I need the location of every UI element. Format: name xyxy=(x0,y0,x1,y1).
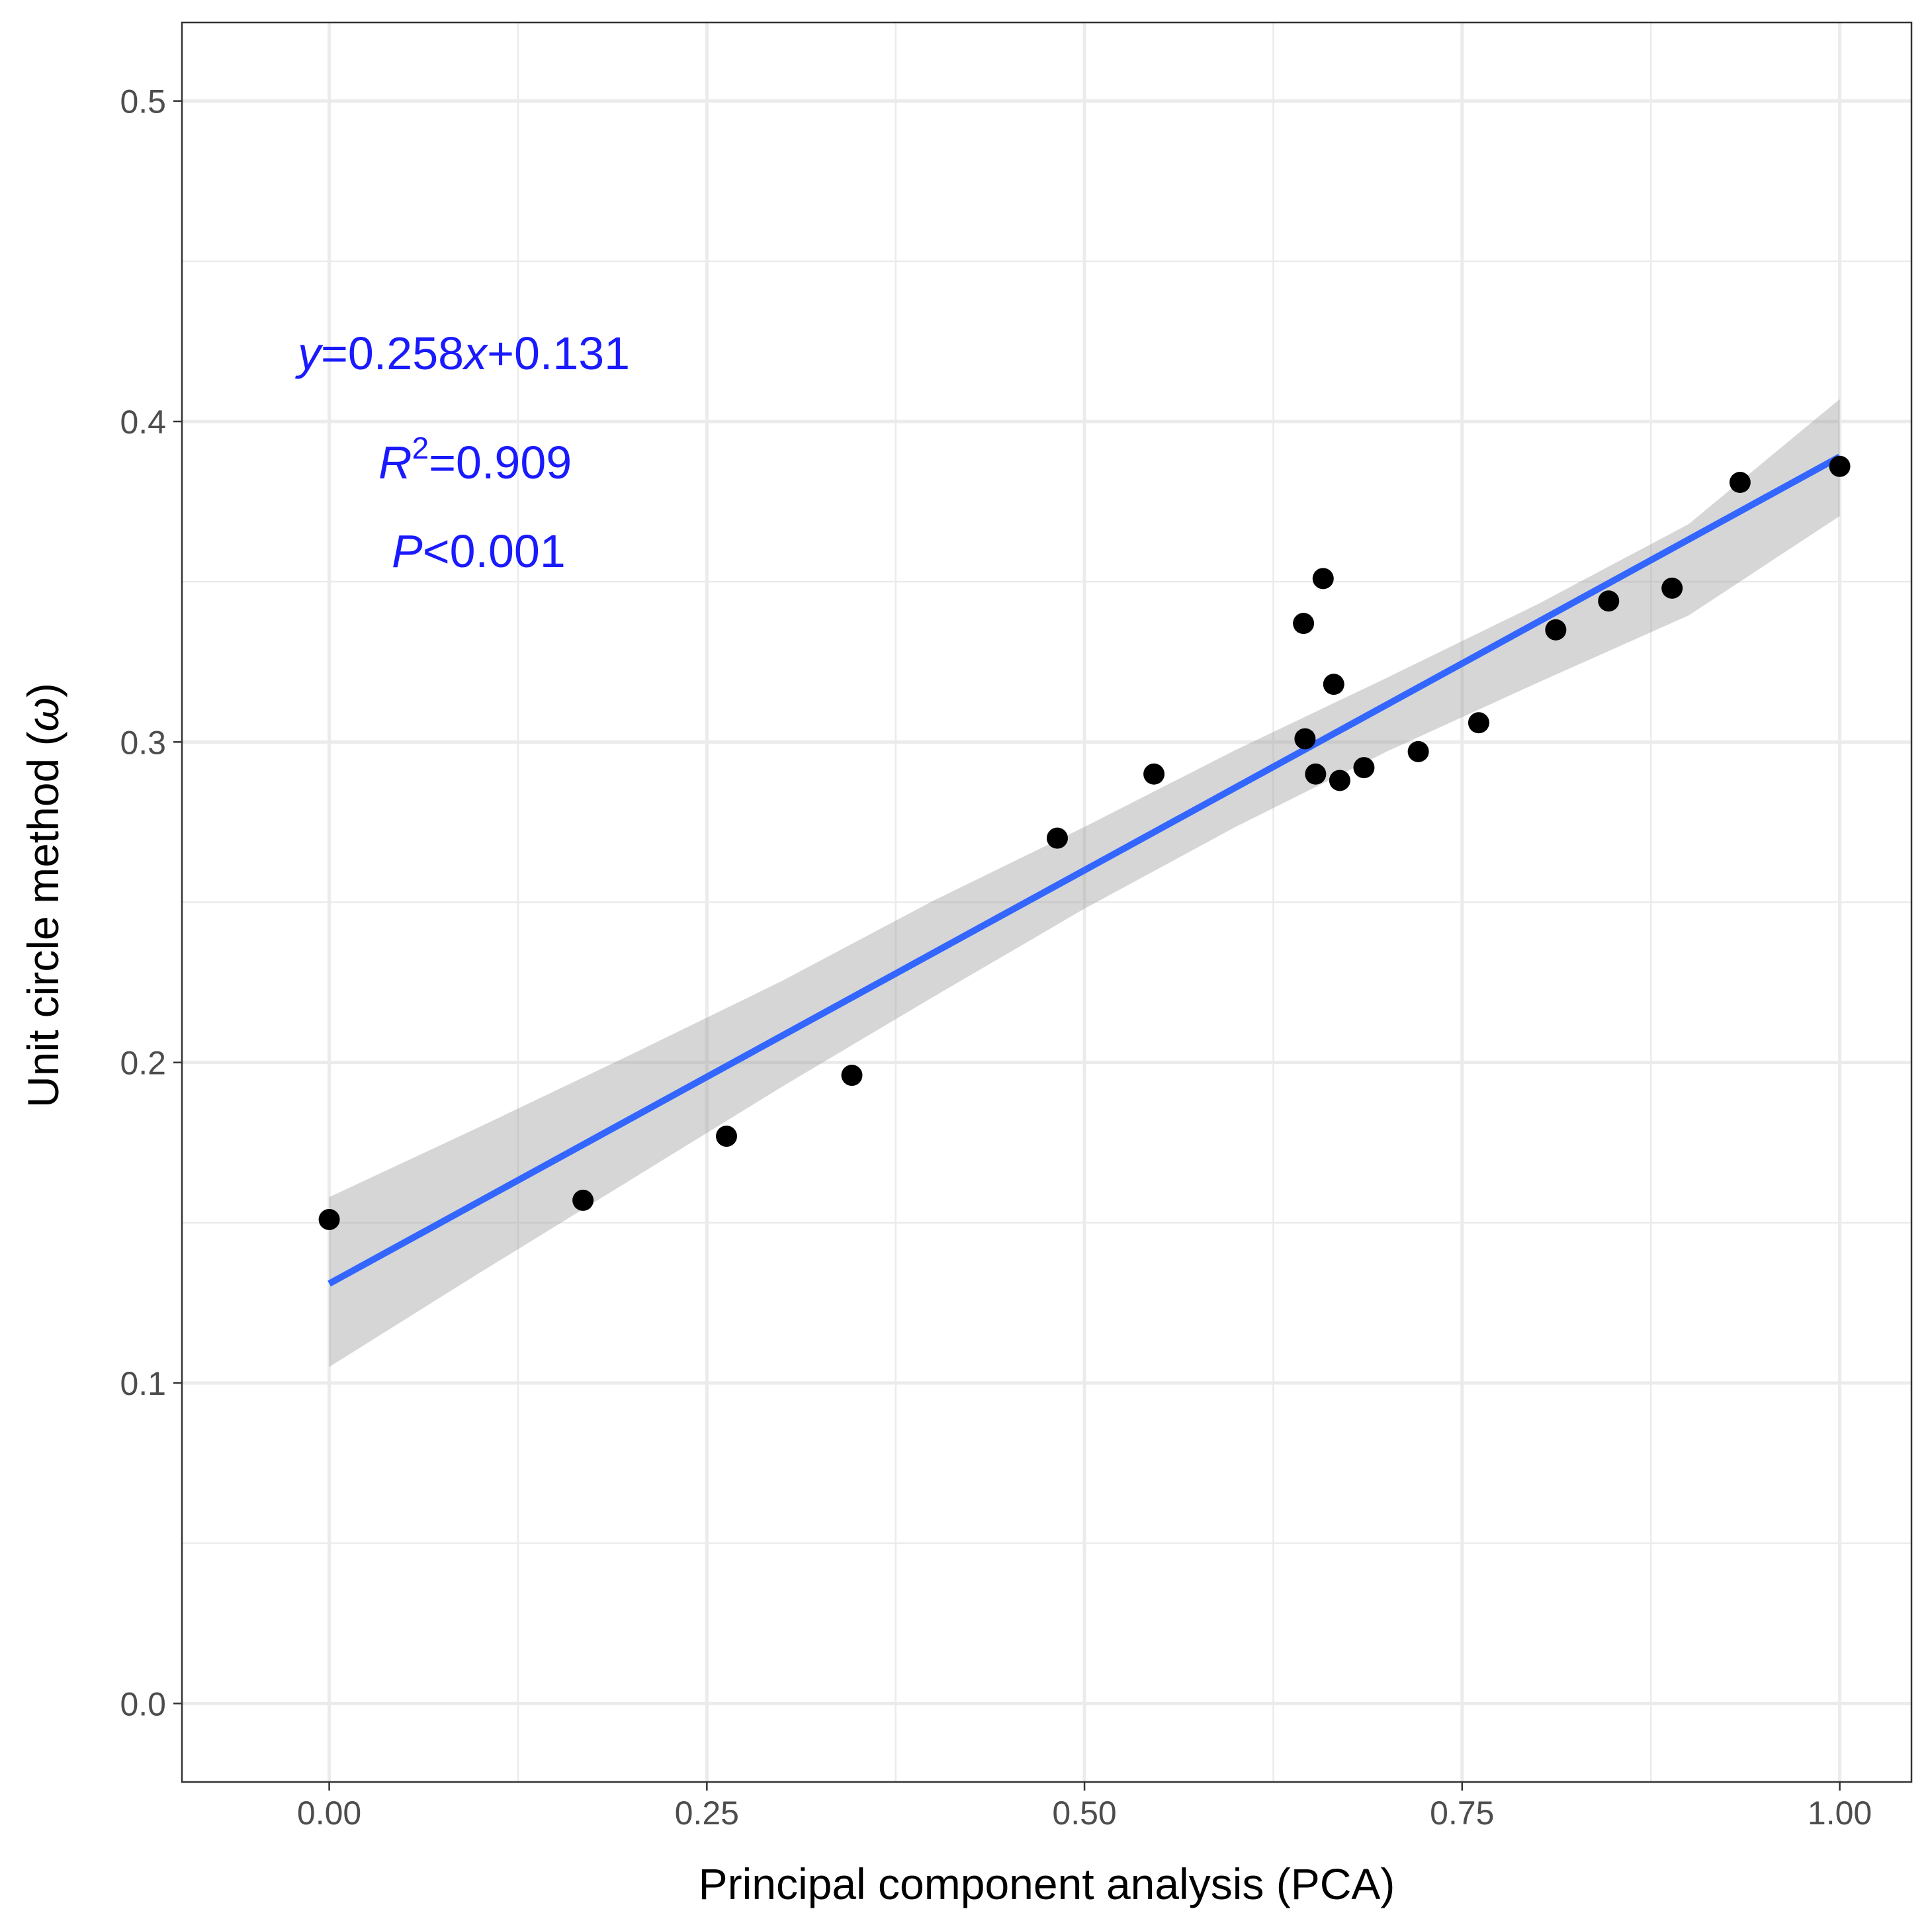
data-point xyxy=(1661,577,1683,599)
data-point xyxy=(1729,472,1751,494)
panel-border xyxy=(181,21,1913,1783)
data-point xyxy=(1598,590,1620,612)
data-point xyxy=(318,1208,340,1230)
confidence-band xyxy=(329,399,1840,1367)
y-axis-ticks: 0.0 0.1 0.2 0.3 0.4 0.5 xyxy=(120,83,182,1722)
major-gridlines xyxy=(182,22,1911,1782)
r-squared-superscript: 2 xyxy=(412,431,429,465)
data-point xyxy=(1294,728,1316,750)
x-tick-label: 1.00 xyxy=(1808,1795,1872,1832)
data-point xyxy=(1468,712,1489,734)
data-point xyxy=(716,1126,738,1147)
equation-label: y=0.258x+0.131 xyxy=(295,328,630,379)
y-tick-label: 0.5 xyxy=(120,83,166,120)
data-point xyxy=(1143,763,1165,785)
equation-y-variable: y xyxy=(295,328,324,379)
equation-annotation: y=0.258x+0.131 R2=0.909 P<0.001 xyxy=(295,328,630,577)
p-value-label: P<0.001 xyxy=(392,525,566,577)
y-axis-title-symbol: ω xyxy=(19,697,67,731)
y-tick-label: 0.4 xyxy=(120,404,166,441)
data-point xyxy=(1829,455,1851,477)
r-squared-variable: R xyxy=(378,437,412,488)
y-axis-title-suffix: ) xyxy=(19,683,67,697)
y-tick-label: 0.0 xyxy=(120,1685,166,1722)
x-tick-label: 0.00 xyxy=(297,1795,361,1832)
equation-x-variable: x xyxy=(462,328,489,379)
data-point xyxy=(841,1065,863,1087)
p-value-variable: P xyxy=(392,525,423,577)
y-tick-label: 0.1 xyxy=(120,1365,166,1402)
x-tick-label: 0.50 xyxy=(1052,1795,1116,1832)
data-point xyxy=(1312,568,1334,590)
x-axis-title: Principal component analysis (PCA) xyxy=(699,1859,1395,1908)
r-squared-label: R2=0.909 xyxy=(378,431,572,488)
minor-gridlines xyxy=(182,22,1911,1782)
p-value-value: <0.001 xyxy=(423,525,566,577)
data-point xyxy=(1329,770,1350,791)
equation-intercept: +0.131 xyxy=(487,328,630,379)
x-tick-label: 0.25 xyxy=(675,1795,739,1832)
y-axis-title: Unit circle method (ω) xyxy=(19,683,67,1108)
data-point xyxy=(1305,763,1327,785)
y-axis-title-prefix: Unit circle method ( xyxy=(19,731,67,1108)
x-axis-ticks: 0.00 0.25 0.50 0.75 1.00 xyxy=(297,1782,1872,1832)
data-point xyxy=(1353,757,1375,779)
data-point xyxy=(1323,674,1344,695)
data-point xyxy=(1046,827,1068,849)
y-tick-label: 0.2 xyxy=(120,1045,166,1082)
x-tick-label: 0.75 xyxy=(1430,1795,1494,1832)
r-squared-value: =0.909 xyxy=(429,437,572,488)
data-point xyxy=(1545,619,1567,641)
y-tick-label: 0.3 xyxy=(120,724,166,761)
data-point xyxy=(1407,740,1429,762)
data-point xyxy=(1293,613,1315,635)
equation-slope: =0.258 xyxy=(321,328,464,379)
data-point xyxy=(572,1189,594,1211)
regression-line xyxy=(328,453,1841,1287)
data-points xyxy=(318,455,1851,1230)
